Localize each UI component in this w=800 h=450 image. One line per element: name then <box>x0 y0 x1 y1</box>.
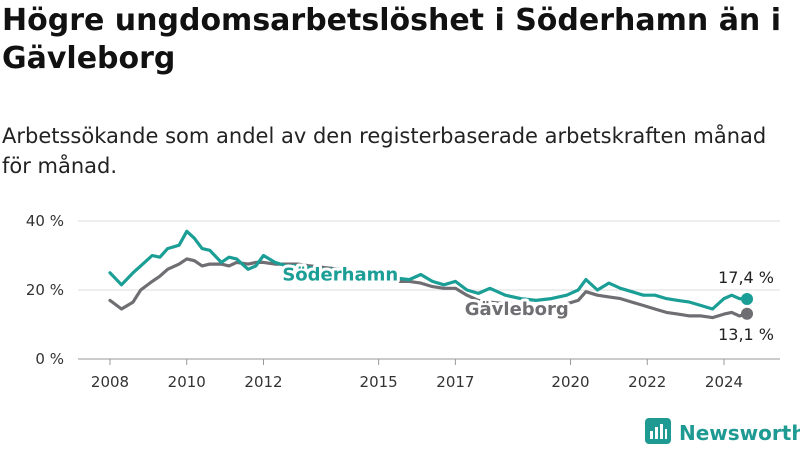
x-tick-label: 2008 <box>91 373 129 391</box>
x-axis: 2008 2010 2012 2015 2017 2020 2022 2024 <box>78 358 780 391</box>
brand-name: Newsworthy <box>679 421 800 445</box>
y-tick-label: 40 % <box>26 212 64 230</box>
gridlines <box>78 220 780 360</box>
newsworthy-logo: Newsworthy <box>645 418 800 448</box>
x-tick-label: 2022 <box>628 373 666 391</box>
end-value-label-gavleborg: 13,1 % <box>718 325 774 344</box>
series-line-gavleborg <box>108 257 749 320</box>
end-marker-gavleborg <box>741 307 754 320</box>
chart-subtitle: Arbetssökande som andel av den registerb… <box>2 124 767 178</box>
end-value-label-soderhamn: 17,4 % <box>718 268 774 287</box>
x-tick-label: 2010 <box>168 373 206 391</box>
end-marker-soderhamn <box>741 292 754 305</box>
y-tick-label: 0 % <box>35 350 64 368</box>
y-axis: 0 % 20 % 40 % <box>26 212 64 368</box>
x-tick-label: 2015 <box>360 373 398 391</box>
inline-label-gavleborg: Gävleborg <box>465 299 569 320</box>
x-tick-label: 2024 <box>705 373 743 391</box>
x-tick-label: 2012 <box>244 373 282 391</box>
y-tick-label: 20 % <box>26 281 64 299</box>
x-tick-label: 2020 <box>551 373 589 391</box>
end-markers: 17,4 % 13,1 % <box>718 268 774 344</box>
chart-bars-icon <box>645 418 671 448</box>
inline-label-halo: Söderhamn <box>282 264 398 285</box>
x-tick-label: 2017 <box>436 373 474 391</box>
series-line-soderhamn <box>108 229 749 311</box>
series-lines <box>108 229 749 320</box>
inline-label-halo: Gävleborg <box>465 299 569 320</box>
chart-title: Högre ungdomsarbetslöshet i Söderhamn än… <box>2 3 782 76</box>
inline-label-soderhamn: Söderhamn <box>282 264 398 285</box>
